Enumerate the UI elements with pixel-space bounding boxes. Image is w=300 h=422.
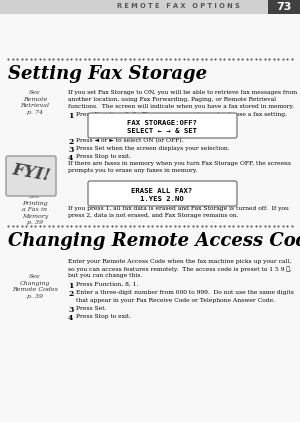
Text: another location, using Fax Forwarding, Paging, or Remote Retrieval: another location, using Fax Forwarding, … — [68, 97, 276, 102]
FancyBboxPatch shape — [268, 0, 300, 14]
Text: If you set Fax Storage to ON, you will be able to retrieve fax messages from: If you set Fax Storage to ON, you will b… — [68, 90, 297, 95]
Text: See
Printing
a Fax in
Memory
p. 39: See Printing a Fax in Memory p. 39 — [22, 194, 48, 225]
Text: See
Remote
Retrieval
p. 74: See Remote Retrieval p. 74 — [20, 90, 50, 115]
Text: If you press 1, all fax data is erased and Fax Storage is turned off.  If you: If you press 1, all fax data is erased a… — [68, 206, 289, 211]
Text: Enter your Remote Access Code when the fax machine picks up your call,: Enter your Remote Access Code when the f… — [68, 259, 291, 264]
Text: FYI!: FYI! — [11, 161, 52, 185]
Text: 3: 3 — [68, 306, 74, 314]
Text: Changing Remote Access Code: Changing Remote Access Code — [8, 232, 300, 250]
Text: Press Set.: Press Set. — [76, 306, 106, 311]
Text: 3: 3 — [68, 146, 74, 154]
Text: 2: 2 — [68, 290, 73, 298]
Text: See
Changing
Remote Codes
p. 39: See Changing Remote Codes p. 39 — [12, 274, 58, 299]
Text: 1.YES 2.NO: 1.YES 2.NO — [140, 196, 184, 202]
Text: 1: 1 — [68, 282, 74, 290]
Text: Press Set when the screen displays your selection.: Press Set when the screen displays your … — [76, 146, 230, 151]
Text: Press Stop to exit.: Press Stop to exit. — [76, 154, 131, 159]
Text: press 2, data is not erased, and Fax Storage remains on.: press 2, data is not erased, and Fax Sto… — [68, 213, 238, 218]
Text: 4: 4 — [68, 154, 74, 162]
Text: but you can change this.: but you can change this. — [68, 273, 142, 279]
Text: so you can access features remotely.  The access code is preset to 1 5 9 ★,: so you can access features remotely. The… — [68, 266, 292, 272]
Text: that appear in your Fax Receive Code or Telephone Answer Code.: that appear in your Fax Receive Code or … — [76, 298, 275, 303]
Text: prompts you to erase any faxes in memory.: prompts you to erase any faxes in memory… — [68, 168, 197, 173]
Text: If there are faxes in memory when you turn Fax Storage OFF, the screens: If there are faxes in memory when you tu… — [68, 161, 291, 166]
FancyBboxPatch shape — [88, 181, 237, 206]
FancyBboxPatch shape — [6, 156, 56, 196]
Text: 2: 2 — [68, 138, 73, 146]
Text: FAX STORAGE:OFF?: FAX STORAGE:OFF? — [127, 120, 197, 126]
Text: Press ◄ or ► to select ON (or OFF).: Press ◄ or ► to select ON (or OFF). — [76, 138, 184, 143]
Text: Press Function, 8, 1.: Press Function, 8, 1. — [76, 282, 138, 287]
Text: 73: 73 — [276, 2, 292, 11]
FancyBboxPatch shape — [0, 0, 300, 14]
Text: 4: 4 — [68, 314, 74, 322]
Text: Press Function, 8, 2.  The screen prompts you to choose a fax setting.: Press Function, 8, 2. The screen prompts… — [76, 112, 287, 117]
Text: functions.  The screen will indicate when you have a fax stored in memory.: functions. The screen will indicate when… — [68, 104, 294, 109]
Text: 1: 1 — [68, 112, 74, 120]
Text: Setting Fax Storage: Setting Fax Storage — [8, 65, 207, 83]
Text: SELECT ← → & SET: SELECT ← → & SET — [127, 128, 197, 134]
Text: R E M O T E   F A X   O P T I O N S: R E M O T E F A X O P T I O N S — [117, 3, 239, 10]
Text: ERASE ALL FAX?: ERASE ALL FAX? — [131, 188, 193, 194]
FancyBboxPatch shape — [88, 113, 237, 138]
Text: Enter a three-digit number from 000 to 999.  Do not use the same digits: Enter a three-digit number from 000 to 9… — [76, 290, 294, 295]
Text: Press Stop to exit.: Press Stop to exit. — [76, 314, 131, 319]
